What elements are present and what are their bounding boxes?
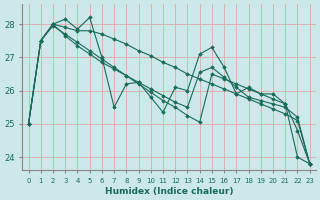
X-axis label: Humidex (Indice chaleur): Humidex (Indice chaleur)	[105, 187, 233, 196]
